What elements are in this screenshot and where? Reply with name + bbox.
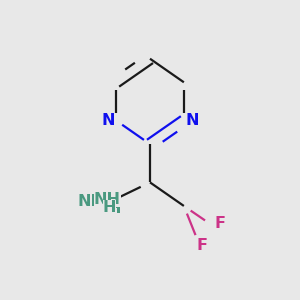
Text: NH: NH (94, 192, 121, 207)
Text: F: F (196, 238, 207, 253)
Text: H: H (108, 201, 122, 216)
Text: H: H (103, 200, 116, 215)
Text: F: F (214, 216, 226, 231)
Text: N: N (185, 113, 199, 128)
Text: NH: NH (77, 194, 104, 209)
Text: N: N (101, 113, 115, 128)
